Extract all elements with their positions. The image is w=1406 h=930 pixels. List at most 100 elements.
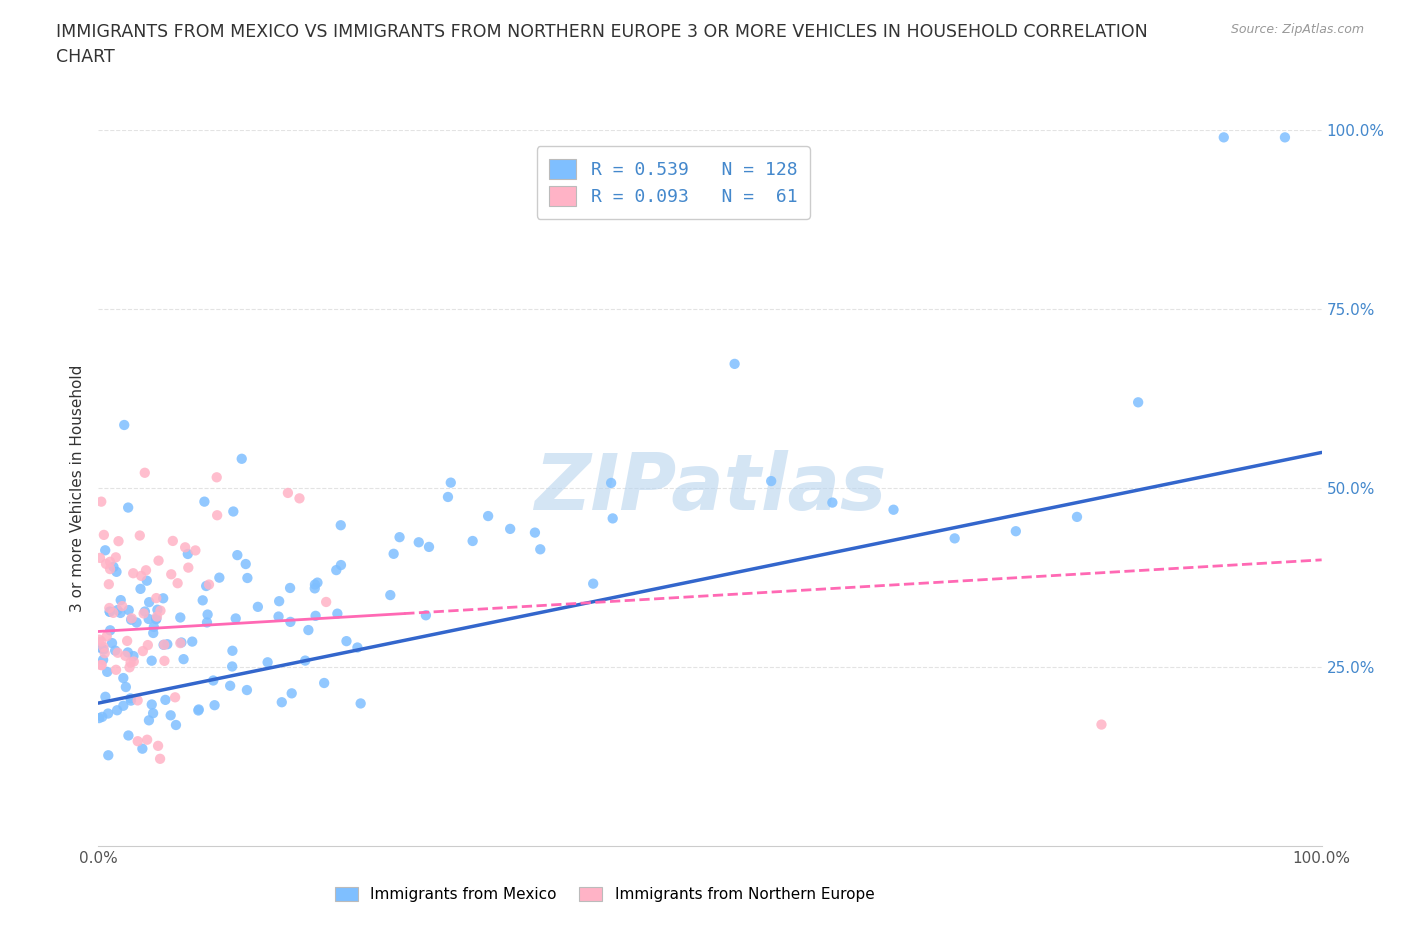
Point: [97, 748, 120, 763]
Point: [307, 575, 329, 590]
Point: [118, 603, 141, 618]
Point: [152, 637, 174, 652]
Point: [335, 633, 357, 648]
Point: [91, 710, 114, 724]
Point: [104, 550, 127, 565]
Point: [153, 654, 176, 669]
Point: [187, 703, 209, 718]
Point: [117, 500, 139, 515]
Point: [461, 534, 484, 549]
Point: [226, 548, 249, 563]
Point: [280, 615, 302, 630]
Point: [219, 678, 242, 693]
Point: [93, 640, 115, 655]
Point: [499, 522, 522, 537]
Point: [129, 581, 152, 596]
Point: [134, 604, 156, 619]
Point: [325, 563, 347, 578]
Point: [821, 495, 844, 510]
Point: [418, 539, 440, 554]
Point: [121, 611, 143, 626]
Point: [131, 741, 153, 756]
Point: [270, 695, 292, 710]
Point: [205, 508, 228, 523]
Point: [120, 655, 142, 670]
Point: [89, 711, 111, 725]
Point: [98, 601, 121, 616]
Point: [90, 634, 112, 649]
Point: [204, 698, 226, 712]
Point: [96, 629, 118, 644]
Point: [160, 567, 183, 582]
Point: [98, 604, 121, 619]
Point: [145, 611, 167, 626]
Point: [135, 573, 157, 588]
Point: [153, 637, 176, 652]
Point: [280, 686, 302, 701]
Point: [89, 632, 111, 647]
Point: [191, 593, 214, 608]
Point: [132, 644, 155, 658]
Point: [294, 653, 316, 668]
Point: [145, 612, 167, 627]
Point: [107, 534, 129, 549]
Point: [165, 718, 187, 733]
Point: [90, 658, 112, 672]
Point: [346, 640, 368, 655]
Point: [1066, 510, 1088, 525]
Point: [94, 543, 117, 558]
Point: [127, 734, 149, 749]
Point: [943, 531, 966, 546]
Point: [117, 728, 139, 743]
Point: [93, 527, 115, 542]
Point: [269, 593, 291, 608]
Point: [93, 642, 115, 657]
Point: [105, 703, 128, 718]
Point: [267, 609, 290, 624]
Point: [127, 693, 149, 708]
Text: Source: ZipAtlas.com: Source: ZipAtlas.com: [1230, 23, 1364, 36]
Point: [166, 576, 188, 591]
Point: [101, 635, 124, 650]
Point: [90, 641, 112, 656]
Point: [142, 706, 165, 721]
Point: [1274, 130, 1296, 145]
Point: [208, 570, 231, 585]
Point: [202, 673, 225, 688]
Point: [156, 637, 179, 652]
Point: [330, 558, 353, 573]
Point: [145, 591, 167, 605]
Point: [136, 638, 159, 653]
Point: [132, 606, 155, 621]
Point: [350, 696, 373, 711]
Point: [388, 530, 411, 545]
Point: [408, 535, 430, 550]
Point: [120, 691, 142, 706]
Point: [382, 546, 405, 561]
Point: [187, 702, 209, 717]
Point: [437, 489, 460, 504]
Point: [98, 604, 121, 619]
Point: [326, 606, 349, 621]
Point: [141, 653, 163, 668]
Point: [236, 571, 259, 586]
Point: [170, 635, 193, 650]
Point: [523, 525, 546, 540]
Point: [221, 659, 243, 674]
Point: [195, 615, 218, 630]
Text: IMMIGRANTS FROM MEXICO VS IMMIGRANTS FROM NORTHERN EUROPE 3 OR MORE VEHICLES IN : IMMIGRANTS FROM MEXICO VS IMMIGRANTS FRO…: [56, 23, 1147, 66]
Point: [112, 671, 135, 685]
Point: [129, 568, 152, 583]
Point: [225, 611, 247, 626]
Point: [440, 475, 463, 490]
Legend: R = 0.539   N = 128, R = 0.093   N =  61: R = 0.539 N = 128, R = 0.093 N = 61: [537, 146, 810, 219]
Point: [197, 607, 219, 622]
Point: [149, 751, 172, 766]
Point: [118, 660, 141, 675]
Point: [110, 605, 132, 620]
Point: [135, 563, 157, 578]
Point: [277, 485, 299, 500]
Point: [297, 622, 319, 637]
Point: [602, 511, 624, 525]
Point: [184, 543, 207, 558]
